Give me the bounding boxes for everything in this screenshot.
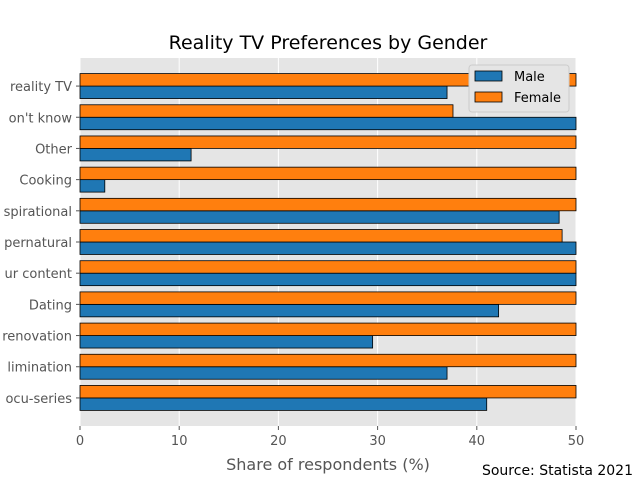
bars [79,73,577,411]
bar-female [79,135,577,149]
legend-label-female: Female [514,91,561,106]
bar-male [79,148,192,162]
bar-male [79,116,577,131]
y-tick-label: Other [35,142,73,157]
y-tick-label: Cooking [19,174,72,189]
x-tick-label: 0 [76,434,84,449]
bar-female [79,229,563,243]
bar-male [79,272,577,287]
x-tick-label: 40 [469,434,486,449]
bar-male [79,303,500,318]
x-tick-label: 20 [270,434,287,449]
bar-male [79,241,577,255]
legend-label-male: Male [514,70,545,85]
y-tick-label: on't know [9,111,73,126]
bar-male [79,210,560,224]
y-tick-label: Dating [29,298,72,313]
y-tick-label: renovation [2,330,72,345]
y-tick-label: ocu-series [5,392,72,407]
bar-male [79,85,448,99]
x-tick-label: 10 [171,434,188,449]
bar-female [79,353,577,368]
x-axis-label: Share of respondents (%) [226,455,430,474]
x-tick-label: 30 [369,434,386,449]
bar-female [79,260,577,274]
x-axis-ticks: 0 10 20 30 40 50 [76,426,584,449]
legend-swatch-male [474,70,503,82]
y-tick-label: ur content [5,267,73,282]
y-axis-ticks: ocu-series limination renovation Dating ur c… [2,80,80,407]
y-tick-label: limination [7,361,72,376]
bar-male [79,335,374,349]
y-tick-label: pernatural [4,236,72,251]
y-tick-label: spirational [4,205,72,220]
bar-female [79,322,577,336]
bar-female [79,166,577,181]
bar-female [79,197,577,212]
legend-swatch-female [474,91,503,103]
bar-female [79,104,454,118]
bar-male [79,397,488,411]
legend: Male Female [468,64,570,113]
source-note: Source: Statista 2021 [482,463,633,479]
x-tick-label: 50 [568,434,585,449]
y-tick-label: reality TV [10,80,72,95]
bar-male [79,366,448,380]
chart-title: Reality TV Preferences by Gender [169,32,488,54]
bar-female [79,291,577,305]
bar-male [79,179,106,193]
bar-female [79,385,577,399]
bar-female [79,73,577,87]
